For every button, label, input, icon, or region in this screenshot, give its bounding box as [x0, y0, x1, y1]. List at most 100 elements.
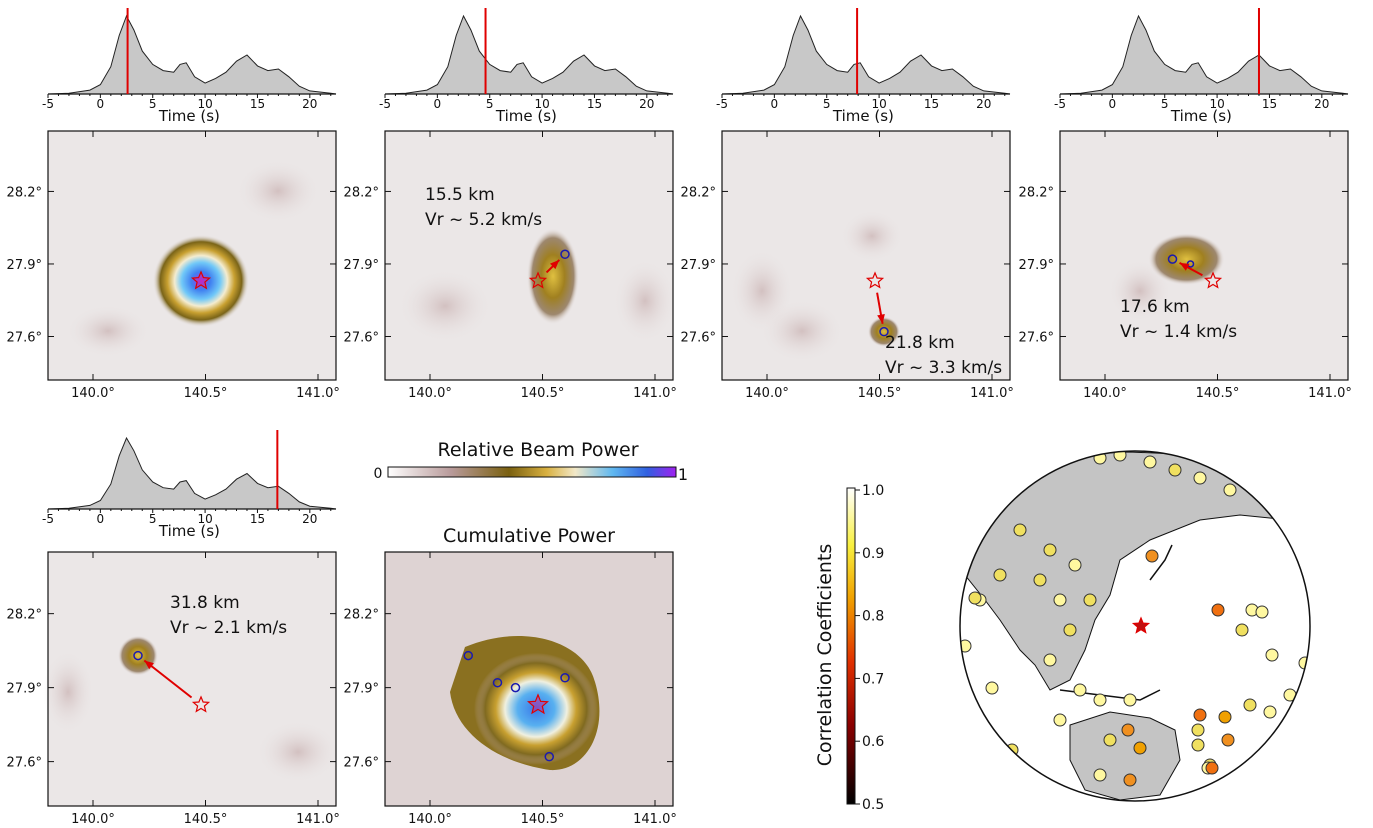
time-tick-label: 0 — [771, 97, 779, 111]
station-marker — [1103, 733, 1117, 747]
time-function-panel: -5 0 5 10 15 20 Time (s) — [42, 430, 337, 540]
station-marker — [1093, 768, 1107, 782]
epicenter-star — [865, 271, 885, 289]
station-marker — [1073, 683, 1087, 697]
corr-colorbar-bar — [846, 487, 856, 805]
time-tick-label: 20 — [302, 97, 317, 111]
peak-location-circle — [560, 249, 570, 260]
time-axis-label: Time (s) — [832, 107, 894, 125]
time-tick-label: 10 — [871, 97, 886, 111]
rupture-annotation: Vr ~ 1.4 km/s — [1120, 322, 1237, 342]
beam-colorbar-title: Relative Beam Power — [437, 439, 638, 461]
peak-location-circle — [463, 650, 473, 661]
lon-tick-label: 141.0° — [296, 812, 340, 827]
lon-tick-label: 141.0° — [633, 812, 677, 827]
beam-colorbar-min: 0 — [374, 466, 383, 482]
station-marker — [1133, 741, 1147, 755]
cumulative-title: Cumulative Power — [443, 525, 615, 547]
beam-map-panel: 140.0° 140.5° 141.0° 28.2° 27.9° 27.6° 31.8 km… — [7, 551, 340, 827]
beam-power-peak — [153, 234, 249, 327]
time-tick-label: 5 — [486, 97, 494, 111]
epicenter-star — [527, 693, 549, 715]
corr-tick-label: 0.7 — [862, 671, 884, 687]
lat-tick-label: 28.2° — [344, 185, 379, 200]
time-tick-label: -5 — [716, 97, 728, 111]
rupture-annotation: 21.8 km — [885, 333, 955, 353]
lat-tick-label: 28.2° — [1019, 185, 1054, 200]
source-time-function — [384, 14, 674, 95]
station-marker — [985, 681, 999, 695]
lon-tick-label: 141.0° — [970, 386, 1014, 401]
lat-tick-label: 27.6° — [344, 756, 379, 771]
time-tick-label: 0 — [97, 512, 105, 526]
lat-tick-label: 27.9° — [681, 258, 716, 273]
rupture-arrow — [1179, 262, 1203, 277]
corr-tick-label: 1.0 — [862, 483, 884, 499]
station-marker — [1235, 623, 1249, 637]
beam-map-panel: 140.0° 140.5° 141.0° 28.2° 27.9° 27.6° 15.5 km… — [344, 130, 677, 401]
station-marker — [1218, 710, 1232, 724]
time-tick-label: 15 — [1262, 97, 1277, 111]
beam-noise-patch — [238, 161, 318, 221]
station-marker — [1033, 573, 1047, 587]
time-axis-label: Time (s) — [495, 107, 557, 125]
lat-tick-label: 28.2° — [344, 608, 379, 623]
station-marker — [1143, 455, 1157, 469]
station-marker — [1123, 773, 1137, 787]
time-tick-label: 15 — [587, 97, 602, 111]
station-marker — [1053, 713, 1067, 727]
time-tick-label: 20 — [976, 97, 991, 111]
beam-power-peak — [1148, 233, 1225, 286]
time-axis-label: Time (s) — [158, 107, 220, 125]
peak-location-circle — [133, 650, 143, 661]
lon-tick-label: 140.0° — [71, 386, 115, 401]
time-tick-label: 20 — [639, 97, 654, 111]
rupture-annotation: Vr ~ 2.1 km/s — [170, 618, 287, 638]
time-tick-label: -5 — [1054, 97, 1066, 111]
corr-tick-label: 0.8 — [862, 609, 884, 625]
rupture-annotation: 31.8 km — [170, 593, 240, 613]
time-tick-label: 5 — [149, 512, 157, 526]
rupture-annotation: 15.5 km — [425, 185, 495, 205]
lat-tick-label: 28.2° — [7, 608, 42, 623]
lon-tick-label: 140.0° — [745, 386, 789, 401]
lon-tick-label: 140.0° — [1083, 386, 1127, 401]
lon-tick-label: 140.0° — [71, 812, 115, 827]
station-marker — [1068, 558, 1082, 572]
time-tick-label: -5 — [42, 97, 54, 111]
lon-tick-label: 140.5° — [1196, 386, 1240, 401]
globe-outline — [959, 450, 1311, 802]
map-frame — [384, 551, 674, 807]
station-marker — [1255, 605, 1269, 619]
station-marker — [1013, 523, 1027, 537]
epicenter-star — [528, 271, 548, 289]
source-time-function — [47, 436, 337, 510]
beam-colorbar-max: 1 — [678, 465, 688, 484]
time-function-panel: -5 0 5 10 15 20 Time (s) — [42, 8, 337, 125]
beam-noise-patch — [43, 652, 93, 732]
rupture-annotation: Vr ~ 5.2 km/s — [425, 210, 542, 230]
peak-location-circle — [560, 673, 570, 683]
epicenter-star — [190, 270, 212, 290]
arrow-head — [144, 660, 154, 670]
beam-noise-patch — [842, 211, 902, 261]
time-tick-label: 0 — [1109, 97, 1117, 111]
rupture-arrow — [143, 659, 193, 699]
lon-tick-label: 141.0° — [1308, 386, 1352, 401]
beam-power-peak — [527, 228, 579, 325]
time-tick-label: 15 — [250, 512, 265, 526]
rupture-arrow — [545, 259, 561, 274]
lat-tick-label: 27.9° — [344, 682, 379, 697]
beam-noise-patch — [400, 271, 490, 341]
lon-tick-label: 140.5° — [184, 386, 228, 401]
time-axis-label: Time (s) — [1170, 107, 1232, 125]
beam-map-panel: 140.0° 140.5° 141.0° 28.2° 27.9° 27.6° 21.8 km… — [681, 130, 1014, 401]
epicenter-star — [1131, 616, 1151, 634]
peak-location-circle — [544, 751, 554, 762]
rupture-arrow — [876, 292, 885, 324]
beam-noise-patch — [1110, 261, 1170, 321]
lat-tick-label: 27.6° — [681, 330, 716, 345]
station-marker — [968, 591, 982, 605]
station-map — [960, 451, 1310, 801]
corr-tick-label: 0.5 — [862, 797, 884, 813]
